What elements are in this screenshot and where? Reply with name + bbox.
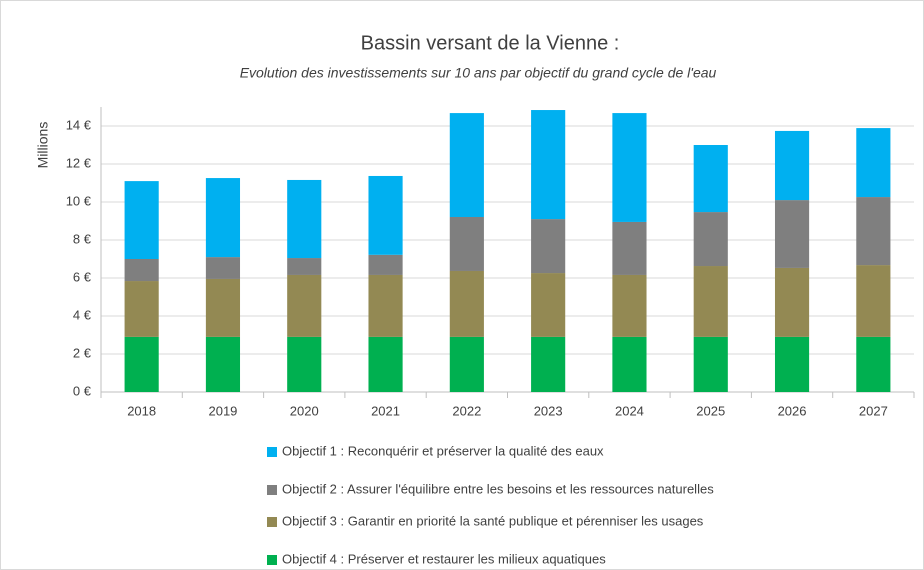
x-tick-label: 2027 bbox=[859, 403, 888, 418]
legend-swatch bbox=[267, 555, 277, 565]
legend-swatch bbox=[267, 447, 277, 457]
legend-label: Objectif 3 : Garantir en priorité la san… bbox=[282, 513, 704, 528]
bar-segment bbox=[124, 336, 159, 392]
bar-segment bbox=[612, 336, 647, 392]
bar-segment bbox=[856, 128, 891, 198]
bar-segment bbox=[368, 336, 403, 392]
y-tick-label: 0 € bbox=[73, 383, 92, 398]
x-tick-label: 2023 bbox=[534, 403, 563, 418]
y-axis-label: Millions bbox=[35, 122, 51, 169]
x-tick-label: 2024 bbox=[615, 403, 644, 418]
bar-segment bbox=[856, 197, 891, 266]
x-tick-label: 2026 bbox=[778, 403, 807, 418]
bar-segment bbox=[205, 257, 241, 279]
bar-segment bbox=[774, 200, 810, 268]
x-tick-label: 2018 bbox=[127, 403, 156, 418]
y-tick-label: 10 € bbox=[66, 193, 92, 208]
bar-segment bbox=[774, 336, 810, 392]
bar-segment bbox=[287, 258, 322, 275]
x-tick-label: 2021 bbox=[371, 403, 400, 418]
legend-label: Objectif 4 : Préserver et restaurer les … bbox=[282, 551, 606, 566]
bar-segment bbox=[612, 221, 647, 275]
legend-swatch bbox=[267, 485, 277, 495]
bar-segment bbox=[774, 267, 810, 337]
y-tick-label: 4 € bbox=[73, 307, 92, 322]
bar-segment bbox=[449, 336, 484, 392]
y-tick-label: 14 € bbox=[66, 117, 92, 132]
bar-segment bbox=[124, 281, 159, 337]
bar-segment bbox=[368, 175, 403, 255]
bar-segment bbox=[205, 336, 241, 392]
bar-segment bbox=[287, 336, 322, 392]
bar-segment bbox=[531, 273, 566, 337]
bar-segment bbox=[449, 217, 484, 271]
bar-segment bbox=[531, 219, 566, 274]
bar-segment bbox=[531, 336, 566, 392]
bar-segment bbox=[612, 274, 647, 337]
bar-segment bbox=[287, 274, 322, 337]
y-tick-label: 2 € bbox=[73, 345, 92, 360]
bar-segment bbox=[205, 278, 241, 337]
bar-segment bbox=[774, 130, 810, 201]
x-tick-label: 2019 bbox=[208, 403, 237, 418]
x-tick-label: 2025 bbox=[696, 403, 725, 418]
x-tick-label: 2022 bbox=[452, 403, 481, 418]
bar-segment bbox=[693, 336, 728, 392]
bar-segment bbox=[368, 254, 403, 275]
bar-segment bbox=[693, 212, 728, 267]
bar-segment bbox=[612, 113, 647, 222]
chart-subtitle: Evolution des investissements sur 10 ans… bbox=[240, 65, 717, 81]
x-tick-label: 2020 bbox=[290, 403, 319, 418]
bar-segment bbox=[856, 336, 891, 392]
legend-swatch bbox=[267, 517, 277, 527]
bar-segment bbox=[449, 270, 484, 337]
legend-label: Objectif 2 : Assurer l'équilibre entre l… bbox=[282, 481, 714, 496]
y-tick-label: 8 € bbox=[73, 231, 92, 246]
chart-title: Bassin versant de la Vienne : bbox=[361, 32, 620, 54]
y-tick-label: 12 € bbox=[66, 155, 92, 170]
bar-segment bbox=[531, 110, 566, 220]
bar-segment bbox=[205, 178, 241, 258]
bar-segment bbox=[287, 179, 322, 259]
bar-segment bbox=[693, 266, 728, 337]
legend-label: Objectif 1 : Reconquérir et préserver la… bbox=[282, 443, 604, 458]
y-tick-label: 6 € bbox=[73, 269, 92, 284]
bar-segment bbox=[368, 274, 403, 337]
bar-segment bbox=[693, 145, 728, 213]
bar-segment bbox=[124, 259, 159, 282]
bar-segment bbox=[124, 181, 159, 259]
bar-segment bbox=[449, 113, 484, 218]
bar-segment bbox=[856, 265, 891, 337]
